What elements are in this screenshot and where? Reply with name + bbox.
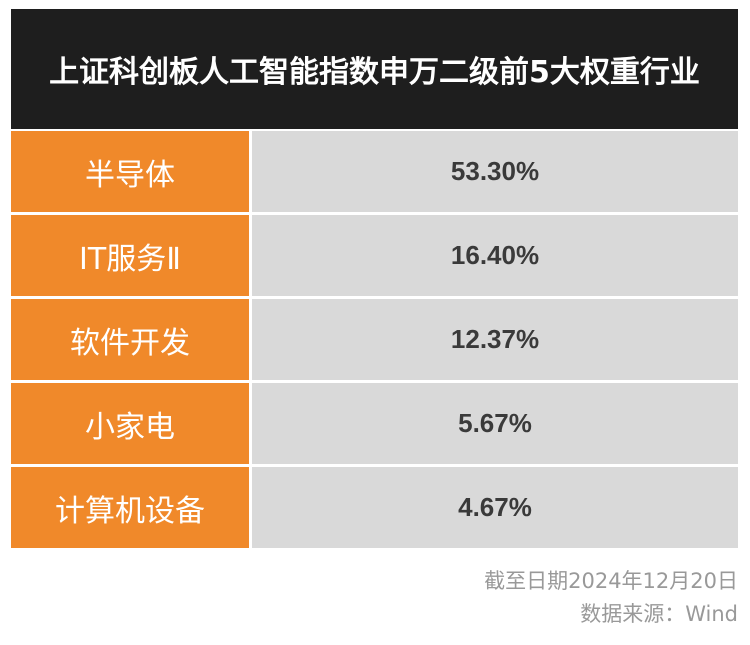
weight-value: 4.67%: [252, 467, 738, 548]
table-row: 软件开发 12.37%: [11, 299, 738, 380]
as-of-date: 截至日期2024年12月20日: [484, 569, 738, 593]
weight-value: 5.67%: [252, 383, 738, 464]
data-source: 数据来源：Wind: [580, 602, 738, 626]
industry-label: 计算机设备: [11, 467, 249, 548]
weight-value: 16.40%: [252, 215, 738, 296]
table-header: 上证科创板人工智能指数申万二级前5大权重行业: [11, 9, 738, 129]
table-title: 上证科创板人工智能指数申万二级前5大权重行业: [49, 55, 700, 90]
table-row: IT服务Ⅱ 16.40%: [11, 215, 738, 296]
table-body: 半导体 53.30% IT服务Ⅱ 16.40% 软件开发 12.37% 小家电 …: [11, 131, 738, 548]
industry-label: 小家电: [11, 383, 249, 464]
industry-label: 半导体: [11, 131, 249, 212]
weight-value: 12.37%: [252, 299, 738, 380]
weight-table: 上证科创板人工智能指数申万二级前5大权重行业 半导体 53.30% IT服务Ⅱ …: [11, 9, 738, 548]
table-row: 计算机设备 4.67%: [11, 467, 738, 548]
industry-label: IT服务Ⅱ: [11, 215, 249, 296]
industry-label: 软件开发: [11, 299, 249, 380]
footer-notes: 截至日期2024年12月20日 数据来源：Wind: [484, 565, 738, 631]
table-row: 小家电 5.67%: [11, 383, 738, 464]
table-row: 半导体 53.30%: [11, 131, 738, 212]
weight-value: 53.30%: [252, 131, 738, 212]
